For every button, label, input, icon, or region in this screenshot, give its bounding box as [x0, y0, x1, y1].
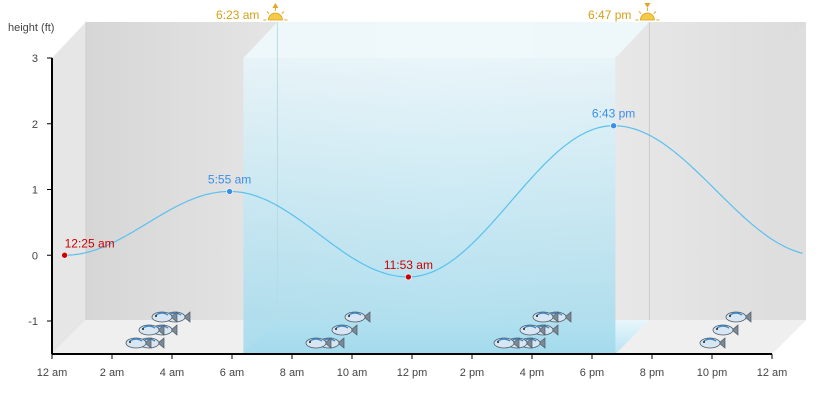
- fish-icon: [699, 337, 726, 349]
- y-tick-label: -1: [28, 316, 38, 328]
- fish-icon: [532, 311, 559, 323]
- high-tide-marker: [610, 122, 617, 130]
- fish-icon: [331, 324, 358, 336]
- x-tick-label: 10 am: [337, 367, 368, 379]
- low-tide-marker: [61, 251, 68, 259]
- low-tide-label: 12:25 am: [65, 236, 115, 250]
- x-tick-label: 6 am: [220, 367, 244, 379]
- sunrise-icon: [263, 3, 288, 21]
- x-tick-label: 10 pm: [697, 367, 728, 379]
- x-tick-label: 6 pm: [580, 367, 604, 379]
- x-tick-label: 2 am: [100, 367, 124, 379]
- daylight-band: [243, 58, 616, 354]
- y-tick-label: 0: [32, 250, 38, 262]
- x-tick-label: 8 pm: [640, 367, 664, 379]
- x-tick-label: 4 am: [160, 367, 184, 379]
- x-tick-label: 12 am: [757, 367, 788, 379]
- sunset-label: 6:47 pm: [588, 8, 631, 22]
- y-tick-label: 2: [32, 119, 38, 131]
- y-tick-label: 1: [32, 185, 38, 197]
- fish-icon: [138, 324, 165, 336]
- tide-curve: [64, 125, 803, 278]
- fish-icon: [493, 337, 520, 349]
- fish-icon: [519, 324, 546, 336]
- x-tick-label: 4 pm: [520, 367, 544, 379]
- fish-icon: [725, 311, 752, 323]
- y-tick-label: 3: [32, 53, 38, 65]
- sunset-icon: [635, 3, 660, 21]
- fish-icon: [712, 324, 739, 336]
- x-tick-label: 12 pm: [397, 367, 428, 379]
- x-tick-label: 2 pm: [460, 367, 484, 379]
- daylight-top: [243, 22, 650, 58]
- left-side-wall: [52, 22, 86, 354]
- y-axis-label: height (ft): [8, 22, 54, 34]
- sunrise-label: 6:23 am: [216, 8, 259, 22]
- low-tide-label: 11:53 am: [384, 258, 433, 272]
- fish-icon: [151, 311, 178, 323]
- x-tick-label: 12 am: [37, 367, 68, 379]
- fish-icon: [305, 337, 332, 349]
- high-tide-label: 5:55 am: [208, 172, 251, 186]
- right-side-wall: [772, 22, 806, 354]
- high-tide-label: 6:43 pm: [592, 107, 635, 121]
- low-tide-marker: [405, 273, 412, 281]
- fish-icon: [125, 337, 152, 349]
- fish-icon: [344, 311, 371, 323]
- x-tick-label: 8 am: [280, 367, 304, 379]
- high-tide-marker: [226, 188, 233, 195]
